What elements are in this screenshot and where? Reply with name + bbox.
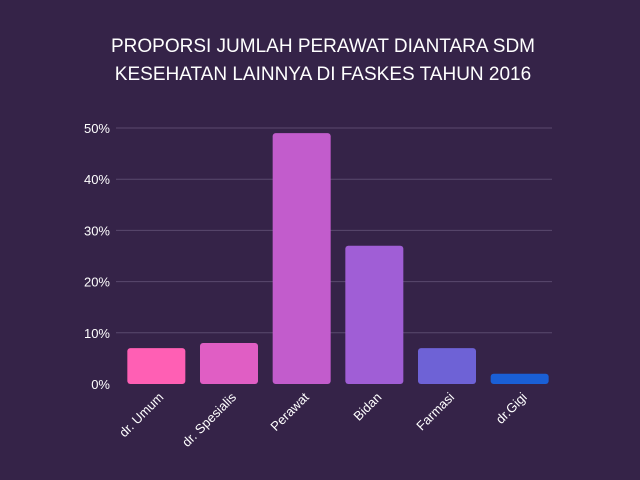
bars bbox=[127, 133, 549, 384]
y-tick-label: 0% bbox=[91, 377, 110, 392]
bar-farmasi bbox=[418, 348, 476, 384]
y-tick-label: 20% bbox=[84, 275, 110, 290]
grid-lines bbox=[116, 127, 552, 334]
x-category-label: dr. Umum bbox=[116, 390, 166, 440]
y-tick-label: 50% bbox=[84, 121, 110, 136]
x-category-label: Farmasi bbox=[413, 389, 457, 433]
bar-dr-umum bbox=[127, 348, 186, 384]
y-tick-label: 10% bbox=[84, 326, 110, 341]
bar-perawat bbox=[272, 133, 331, 384]
chart-title-line-1: PROPORSI JUMLAH PERAWAT DIANTARA SDM bbox=[111, 36, 535, 57]
y-tick-label: 30% bbox=[84, 223, 110, 238]
bar-bidan bbox=[345, 245, 404, 384]
y-axis-ticks: 0% 10% 20% 30% 40% 50% bbox=[84, 121, 110, 392]
x-category-label: Bidan bbox=[350, 390, 384, 424]
x-category-label: dr. Spesialis bbox=[179, 389, 240, 450]
x-category-label: Perawat bbox=[267, 389, 312, 434]
bar-dr-spesialis bbox=[200, 343, 258, 384]
y-tick-label: 40% bbox=[84, 172, 110, 187]
x-category-label: dr.Gigi bbox=[493, 389, 530, 426]
chart-title-line-2: KESEHATAN LAINNYA DI FASKES TAHUN 2016 bbox=[115, 64, 531, 85]
bar-dr-gigi bbox=[490, 373, 549, 384]
x-axis-labels: dr. Umum dr. Spesialis Perawat Bidan Farmasi… bbox=[116, 389, 530, 450]
